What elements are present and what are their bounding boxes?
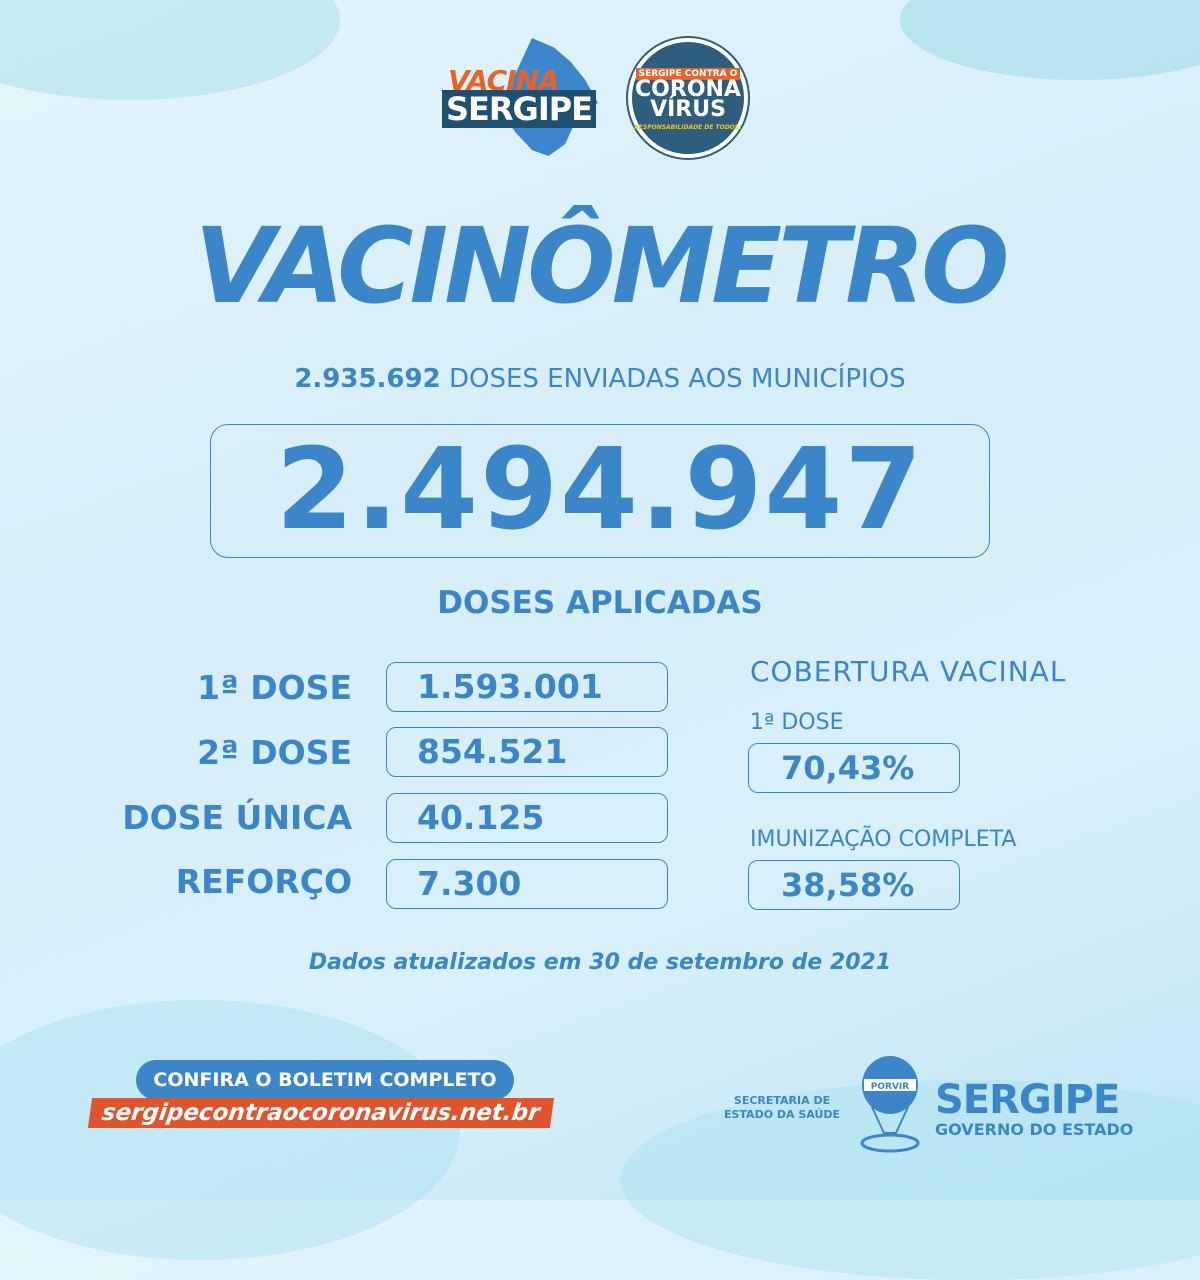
- gov-name: SERGIPE: [935, 1077, 1120, 1123]
- updated-note: Dados atualizados em 30 de setembro de 2…: [308, 950, 892, 975]
- dose-label: DOSE ÚNICA: [122, 798, 352, 837]
- doses-sent: 2.935.692 DOSES ENVIADAS AOS MUNICÍPIOS: [0, 364, 1200, 394]
- decor-shape: [0, 0, 340, 100]
- doses-sent-label: DOSES ENVIADAS AOS MUNICÍPIOS: [448, 364, 906, 394]
- balloon-emblem-icon: PORVIR: [860, 1056, 920, 1153]
- dose-value: 40.125: [386, 793, 668, 843]
- dose-value: 7.300: [386, 859, 668, 909]
- secretaria-label: SECRETARIA DE ESTADO DA SAÚDE: [723, 1094, 841, 1121]
- decor-shape: [900, 0, 1200, 80]
- dose-label: 1ª DOSE: [197, 668, 352, 707]
- vacina-sergipe-logo: VACINA SERGIPE: [440, 38, 615, 158]
- coverage-full-value: 38,58%: [748, 860, 960, 910]
- coverage-first-value: 70,43%: [748, 743, 960, 793]
- gov-sub: GOVERNO DO ESTADO: [935, 1120, 1134, 1139]
- doses-applied-label: DOSES APLICADAS: [437, 585, 763, 621]
- decor-shape: [0, 1000, 460, 1260]
- website-link[interactable]: sergipecontraocoronavirus.net.br: [87, 1098, 554, 1128]
- coverage-first-label: 1ª DOSE: [750, 710, 844, 735]
- logo-text: SERGIPE CONTRA O: [635, 68, 741, 80]
- logo-text: CORONA VÍRUS: [635, 77, 741, 122]
- page-title: VACINÔMETRO: [194, 205, 1009, 327]
- doses-sent-value: 2.935.692: [294, 364, 441, 394]
- contra-corona-logo: SERGIPE CONTRA O CORONA VÍRUS RESPONSABI…: [628, 38, 748, 158]
- sergipe-government-logo: SERGIPE GOVERNO DO ESTADO: [935, 1080, 1133, 1139]
- total-applied-value: 2.494.947: [210, 424, 990, 558]
- logo-text: RESPONSABILIDADE DE TODOS!: [634, 124, 742, 131]
- dose-label: REFORÇO: [175, 862, 352, 901]
- coverage-title: COBERTURA VACINAL: [750, 655, 1067, 688]
- balloon-text: PORVIR: [871, 1082, 909, 1092]
- dose-label: 2ª DOSE: [197, 733, 352, 772]
- bulletin-cta-button[interactable]: CONFIRA O BOLETIM COMPLETO: [136, 1060, 514, 1100]
- logo-text: SERGIPE: [442, 90, 597, 128]
- dose-value: 1.593.001: [386, 662, 668, 712]
- coverage-full-label: IMUNIZAÇÃO COMPLETA: [750, 827, 1017, 852]
- dose-value: 854.521: [386, 727, 668, 777]
